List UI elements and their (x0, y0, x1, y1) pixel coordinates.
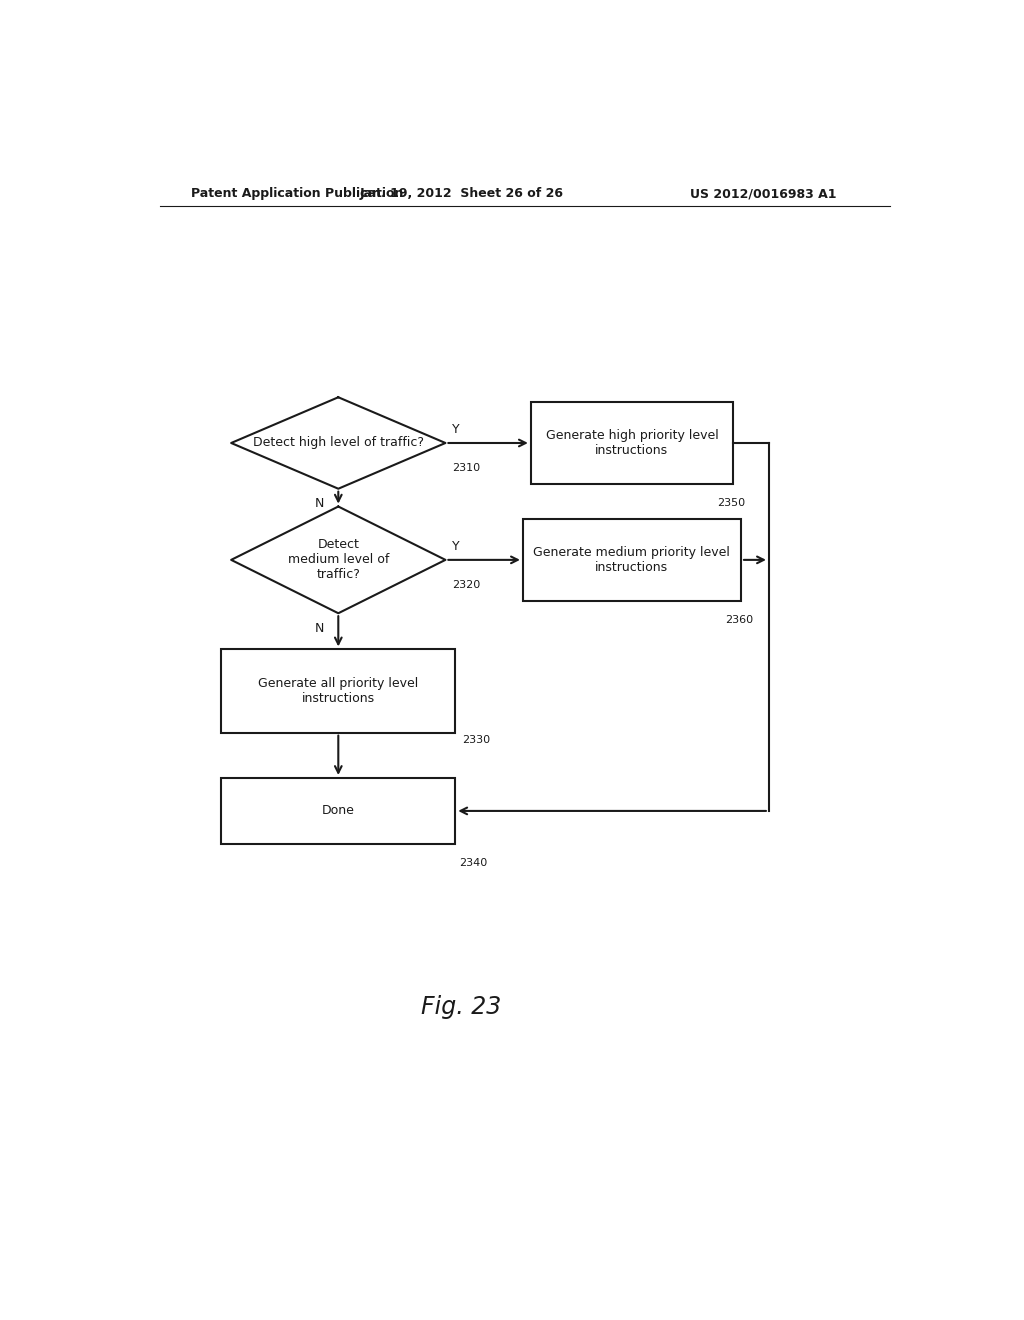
Text: Patent Application Publication: Patent Application Publication (191, 187, 403, 201)
Text: 2310: 2310 (452, 463, 480, 474)
Text: 2330: 2330 (462, 735, 489, 744)
Text: Fig. 23: Fig. 23 (421, 995, 502, 1019)
Text: Generate high priority level
instructions: Generate high priority level instruction… (546, 429, 718, 457)
Text: 2350: 2350 (717, 498, 745, 508)
Text: N: N (314, 498, 324, 510)
Text: Detect high level of traffic?: Detect high level of traffic? (253, 437, 424, 450)
FancyBboxPatch shape (221, 777, 456, 843)
FancyBboxPatch shape (221, 649, 456, 733)
Text: 2320: 2320 (452, 581, 480, 590)
Text: Detect
medium level of
traffic?: Detect medium level of traffic? (288, 539, 389, 581)
Text: Jan. 19, 2012  Sheet 26 of 26: Jan. 19, 2012 Sheet 26 of 26 (359, 187, 563, 201)
Text: Generate all priority level
instructions: Generate all priority level instructions (258, 677, 419, 705)
Text: N: N (314, 622, 324, 635)
Text: Y: Y (452, 540, 460, 553)
FancyBboxPatch shape (530, 403, 733, 483)
Text: Y: Y (452, 422, 460, 436)
Text: Done: Done (322, 804, 354, 817)
Text: US 2012/0016983 A1: US 2012/0016983 A1 (689, 187, 837, 201)
Text: Generate medium priority level
instructions: Generate medium priority level instructi… (534, 546, 730, 574)
FancyBboxPatch shape (523, 519, 741, 601)
Text: 2340: 2340 (460, 858, 487, 869)
Text: 2360: 2360 (725, 615, 754, 624)
